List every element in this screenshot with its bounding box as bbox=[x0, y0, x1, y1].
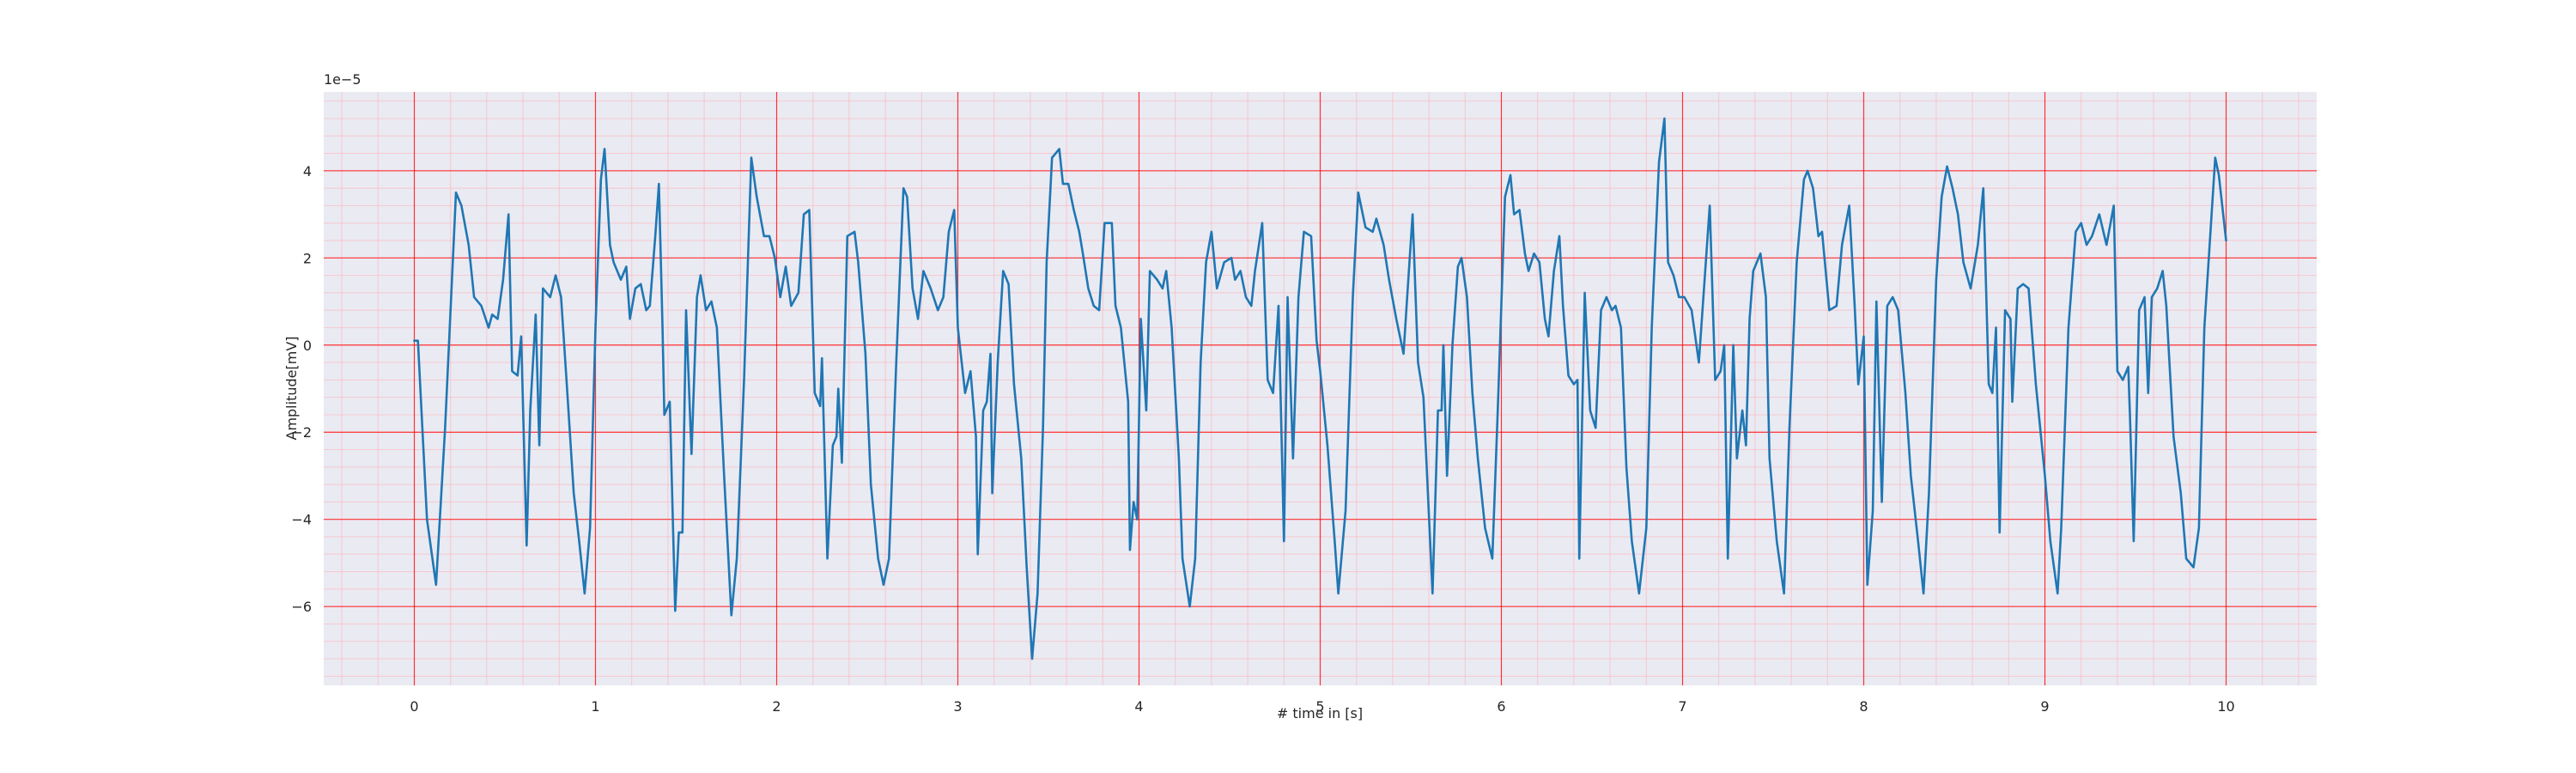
x-tick-label: 5 bbox=[1315, 698, 1324, 715]
labels: 1e−5 # time in [s] Amplitude[mV] 0 1 2 3 4 5 6… bbox=[283, 71, 2235, 721]
x-tick-label: 10 bbox=[2217, 698, 2234, 715]
x-tick-label: 8 bbox=[1859, 698, 1868, 715]
y-tick-label: 4 bbox=[303, 163, 312, 180]
x-tick-label: 1 bbox=[591, 698, 599, 715]
grid bbox=[324, 92, 2317, 685]
x-tick-label: 0 bbox=[410, 698, 418, 715]
y-tick-label: −4 bbox=[291, 512, 312, 528]
x-tick-label: 3 bbox=[953, 698, 962, 715]
y-tick-label: −2 bbox=[291, 424, 312, 441]
y-axis-label: Amplitude[mV] bbox=[283, 336, 300, 440]
x-tick-label: 6 bbox=[1497, 698, 1505, 715]
signal-line bbox=[413, 117, 2227, 660]
x-tick-label: 7 bbox=[1678, 698, 1686, 715]
x-axis-label: # time in [s] bbox=[1277, 705, 1363, 721]
lines bbox=[413, 117, 2227, 660]
offset-text: 1e−5 bbox=[324, 71, 361, 88]
x-tick-label: 9 bbox=[2040, 698, 2049, 715]
x-tick-label: 2 bbox=[772, 698, 781, 715]
y-tick-label: 2 bbox=[303, 250, 312, 266]
y-tick-label: 0 bbox=[303, 338, 312, 354]
x-tick-label: 4 bbox=[1134, 698, 1143, 715]
y-tick-label: −6 bbox=[291, 599, 312, 615]
